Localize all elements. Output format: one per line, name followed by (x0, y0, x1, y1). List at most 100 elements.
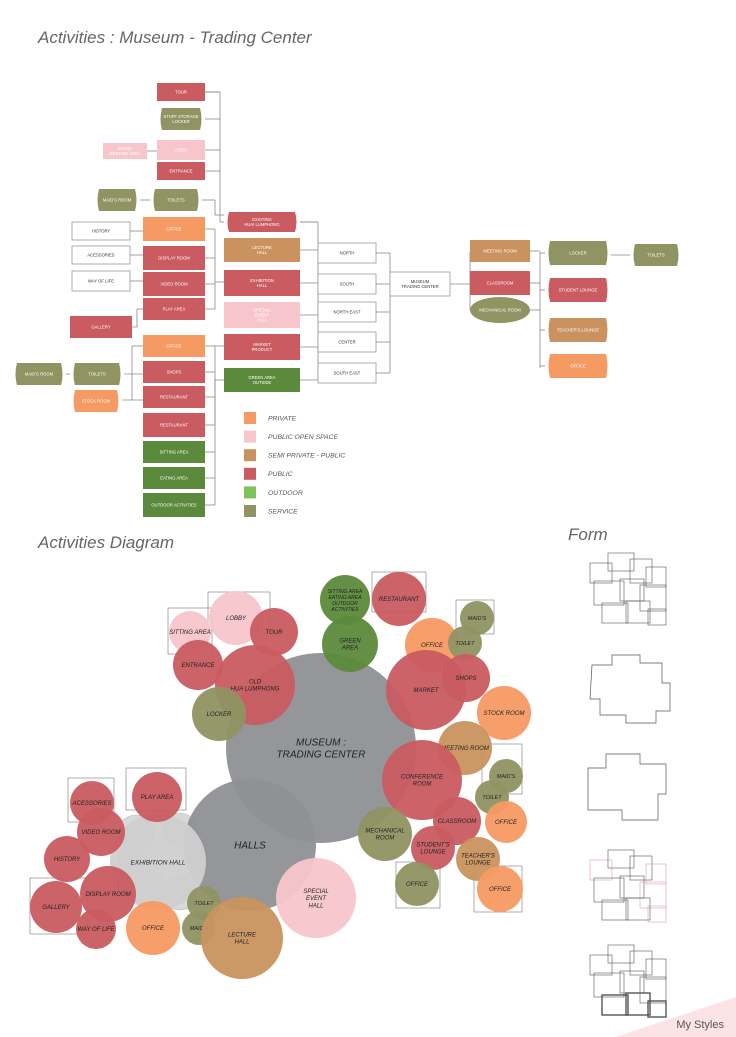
right-node-shape (470, 271, 530, 295)
bubble-label: LECTURE HALL (228, 933, 257, 946)
form-title: Form (568, 525, 608, 544)
bubble-label: MARKET (413, 688, 439, 694)
form-sketch-line (593, 972, 625, 998)
bubble-circle (442, 654, 490, 702)
bubble-label: GREEN AREA (339, 639, 361, 652)
north-node-label: ENTRANCE (169, 168, 192, 173)
display-sub-node-label: ACESSORIES (87, 252, 114, 257)
north-node-shape (160, 108, 202, 130)
bubble-label: SPECIAL EVENT HALL (303, 889, 328, 909)
bubble-label: OFFICE (489, 887, 512, 893)
bubble-label: HALLS (234, 841, 266, 852)
form-sketch-line (639, 881, 667, 909)
bubble-circle (322, 616, 378, 672)
right-sub-node-shape (548, 241, 608, 265)
bubble-label: CLASSROOM (438, 819, 476, 825)
display-sub-node-label: HISTORY (92, 228, 111, 233)
hall-node-shape (224, 238, 300, 262)
bubble-label: EXHIBITION HALL (131, 859, 186, 866)
connector-line (132, 308, 143, 328)
bubble-label: STUDENT'S LOUNGE (416, 843, 449, 856)
right-sub-node-shape (548, 278, 608, 302)
form-sketch-line (625, 600, 651, 624)
hall-node-shape (224, 368, 300, 392)
bubble-circle (448, 626, 482, 660)
bubble-label: MAID'S (468, 616, 487, 622)
bubble-label: OFFICE (421, 643, 444, 649)
form-sketch-line (645, 863, 667, 885)
bubble-label: SHOPS (455, 676, 476, 682)
form-sketch-line (645, 958, 667, 980)
bubble-label: LOBBY (226, 616, 247, 622)
root-node-label: MUSEUM TRADING CENTER (401, 279, 438, 289)
toilets-bottom-shape (73, 363, 121, 385)
form-sketch-line (593, 877, 625, 903)
legend-label: SEMI PRIVATE - PUBLIC (268, 453, 345, 460)
bubble-circle (372, 572, 426, 626)
inside-resting-label: INSIDE RESTING AREA (110, 146, 141, 156)
form-sketch-line (607, 552, 635, 572)
right-sub-node-shape (548, 354, 608, 378)
green-node-label: SITTING AREA (160, 449, 189, 454)
form-outline (589, 654, 671, 724)
diagram-title: Activities Diagram (38, 533, 175, 552)
green-node-label: EATING AREA (160, 475, 188, 480)
form-sketch-line (625, 897, 651, 921)
bubble-label: TOILET (194, 901, 214, 907)
bubble-label: CONFERENCE ROOM (401, 775, 444, 788)
legend-swatch (244, 467, 256, 480)
display-sub-node-label: WAY OF LIFE (88, 278, 114, 283)
market-node-label: SHOPS (167, 369, 182, 374)
market-node-label: RESTAURANT (160, 422, 189, 427)
gallery-node-shape (70, 316, 132, 338)
bubble-circle (485, 801, 527, 843)
bubble-label: MECHANICAL ROOM (365, 829, 404, 842)
bubble-label: TOUR (266, 630, 284, 636)
bubble-circle (358, 807, 412, 861)
right-toilets-shape (633, 244, 679, 266)
bubble-label: LOCKER (207, 712, 232, 718)
hall-node-label: EXISTING HUAI LUMPHONG (244, 217, 279, 227)
right-sub-node-label: OFFICE (570, 363, 586, 368)
hall-node-label: EXHIBITION HALL (250, 278, 274, 288)
watermark: My Styles (676, 1019, 724, 1031)
bubble-label: RESTAURANT (379, 597, 421, 603)
right-node-label: MECHANICAL ROOM (479, 307, 521, 312)
zone-node-label: NORTH (340, 250, 355, 255)
zone-node-label: NORTH EAST (334, 309, 361, 314)
legend-swatch (244, 486, 256, 499)
form-sketch-line (607, 944, 635, 964)
bubble-circle (173, 640, 223, 690)
bubble-label: HISTORY (54, 857, 81, 863)
form-sketch-line (619, 875, 645, 899)
right-sub-node-label: TEACHER'S LOUNGE (557, 327, 600, 332)
exhibit-node-shape (143, 272, 205, 296)
form-sketch-line (629, 950, 653, 976)
bubble-label: GALLERY (42, 905, 70, 911)
form-sketch-line (619, 970, 645, 994)
form-sketch-line (629, 855, 653, 881)
form-sketch-line (639, 584, 667, 612)
bubble-circle (132, 772, 182, 822)
hall-node-shape (224, 334, 300, 360)
bubble-label: VIDEO ROOM (81, 830, 120, 836)
bubble-label: ACESSORIES (71, 801, 111, 807)
hall-node-shape (227, 212, 297, 232)
market-node-shape (143, 413, 205, 437)
maids-room-top-label: MAID'S ROOM (103, 197, 132, 202)
bubble-label: OLD HUA LUMPHONG (231, 680, 280, 693)
bubble-label: MAID'S (497, 774, 516, 780)
legend-label: PUBLIC OPEN SPACE (268, 434, 339, 441)
bubble-label: TEACHER'S LOUNGE (461, 854, 495, 867)
legend-label: PRIVATE (268, 415, 297, 422)
bubble-label: PLAY AREA (141, 795, 174, 801)
legend-swatch (244, 412, 256, 424)
green-node-shape (143, 467, 205, 489)
form-outline (587, 753, 667, 821)
bubble-circle (320, 575, 370, 625)
hall-node-shape (224, 270, 300, 296)
bubble-circle (126, 901, 180, 955)
bubble-label: SITTING AREA EATING AREA OUTDOOR ACTIVITIES (328, 589, 363, 613)
north-node-shape (157, 162, 205, 180)
green-node-shape (143, 441, 205, 463)
